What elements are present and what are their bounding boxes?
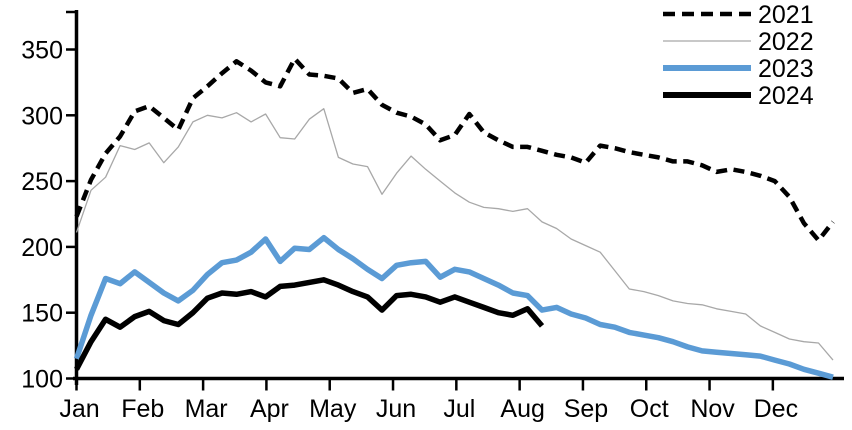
legend-label: 2022 [758,28,814,56]
y-tick-label: 150 [21,300,63,328]
x-tick-label: Nov [690,395,735,423]
y-tick-label: 350 [21,37,63,65]
series-2022 [75,108,834,361]
series-2021 [74,56,835,243]
y-tick-label: 300 [21,102,63,130]
x-tick-label: May [309,395,357,423]
x-tick-label: Jan [59,395,99,423]
legend-label: 2024 [758,82,814,110]
x-tick-label: Feb [121,395,164,423]
x-tick-label: Jul [443,395,475,423]
legend-label: 2021 [758,1,814,29]
x-tick-label: Aug [500,395,544,423]
y-tick-label: 100 [21,366,63,394]
x-tick-label: Sep [564,395,608,423]
series-2023 [73,234,834,380]
series-2024 [74,277,545,371]
y-tick-label: 250 [21,168,63,196]
x-tick-label: Dec [754,395,798,423]
x-tick-label: Oct [630,395,669,423]
y-tick-label: 200 [21,234,63,262]
x-tick-label: Mar [185,395,228,423]
x-tick-label: Apr [250,395,289,423]
x-tick-label: Jun [376,395,416,423]
legend-label: 2023 [758,55,814,83]
